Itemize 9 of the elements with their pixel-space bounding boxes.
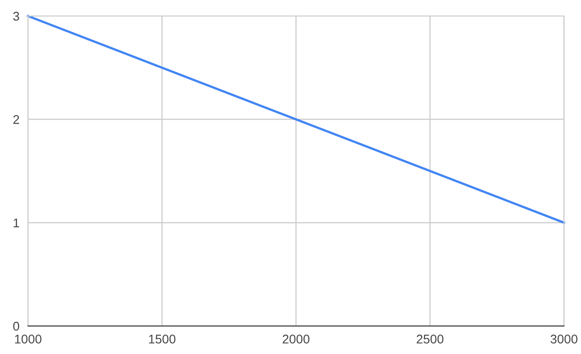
x-tick-label: 3000 bbox=[550, 334, 578, 344]
y-tick-label: 0 bbox=[13, 322, 20, 331]
y-tick-label: 1 bbox=[14, 218, 20, 228]
x-tick-label: 1500 bbox=[149, 334, 176, 344]
x-tick-label: 2000 bbox=[282, 334, 310, 344]
x-tick-label: 2500 bbox=[416, 334, 444, 344]
y-tick-label: 2 bbox=[13, 115, 20, 124]
x-tick-label: 1000 bbox=[15, 334, 42, 344]
y-tick-label: 3 bbox=[13, 12, 20, 21]
